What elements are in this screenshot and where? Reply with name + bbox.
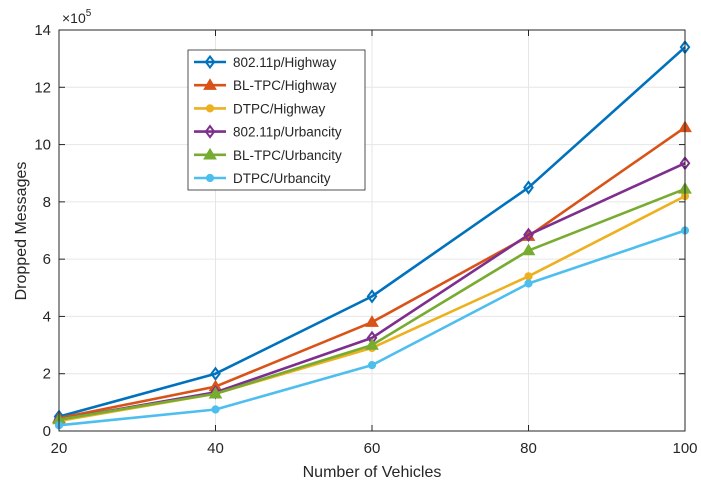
data-point-marker [523, 227, 534, 242]
legend-entry: 802.11p/Highway [194, 54, 337, 70]
series-line [58, 46, 686, 418]
data-point-marker [365, 315, 379, 327]
data-point-marker [210, 366, 221, 381]
legend-swatch-marker [203, 78, 217, 90]
data-point-marker [521, 243, 536, 256]
x-tick-label: 60 [364, 440, 381, 457]
legend-entry: DTPC/Highway [194, 101, 326, 116]
legend-entry: DTPC/Urbancity [194, 171, 331, 186]
y-tick-label: 2 [43, 366, 51, 383]
legend-swatch-marker [203, 147, 217, 160]
legend-label: DTPC/Urbancity [233, 171, 331, 186]
data-point-marker [211, 405, 220, 414]
y-exponent-power: 5 [86, 8, 92, 19]
legend-entry: BL-TPC/Urbancity [194, 148, 342, 163]
series-layer [52, 40, 692, 430]
legend-label: BL-TPC/Highway [233, 78, 337, 93]
y-tick-label: 6 [43, 251, 51, 268]
y-tick-label: 14 [34, 22, 51, 39]
data-point-marker [208, 386, 223, 399]
legend-label: BL-TPC/Urbancity [233, 148, 342, 163]
data-point-marker [366, 289, 378, 304]
x-axis-label: Number of Vehicles [303, 464, 442, 481]
y-axis-label: Dropped Messages [13, 162, 30, 301]
legend-label: 802.11p/Urbancity [233, 125, 342, 140]
data-point-marker [524, 279, 533, 288]
data-point-marker [365, 338, 379, 350]
legend-label: DTPC/Highway [233, 101, 326, 116]
legend-entry: 802.11p/Urbancity [194, 124, 342, 140]
legend-swatch-marker [205, 104, 215, 113]
legend-label: 802.11p/Highway [233, 55, 337, 70]
y-tick-label: 10 [34, 137, 51, 154]
y-tick-label: 12 [34, 79, 51, 96]
data-point-marker [523, 180, 534, 195]
y-tick-label: 0 [43, 423, 51, 440]
legend-box [187, 49, 366, 191]
x-tick-label: 20 [51, 440, 68, 457]
axis-ticks: 20 40 60 80 100 0 2 4 6 8 10 12 14 [34, 22, 697, 457]
grid-lines [58, 29, 686, 432]
data-point-marker [367, 361, 377, 370]
x-tick-label: 100 [672, 440, 697, 457]
legend-swatch-marker [205, 173, 215, 183]
x-tick-label: 40 [207, 440, 224, 457]
legend-entry: BL-TPC/Highway [194, 78, 337, 93]
y-exponent-label: ×105 [62, 8, 92, 26]
y-tick-label: 4 [43, 308, 51, 325]
data-point-marker [524, 272, 533, 281]
x-tick-label: 80 [520, 440, 537, 457]
legend-swatch-marker [204, 54, 216, 70]
legend-swatch-marker [204, 124, 216, 139]
legend: 802.11p/Highway BL-TPC/Highway DTPC/Highwa… [187, 49, 366, 191]
y-tick-label: 8 [43, 194, 51, 211]
